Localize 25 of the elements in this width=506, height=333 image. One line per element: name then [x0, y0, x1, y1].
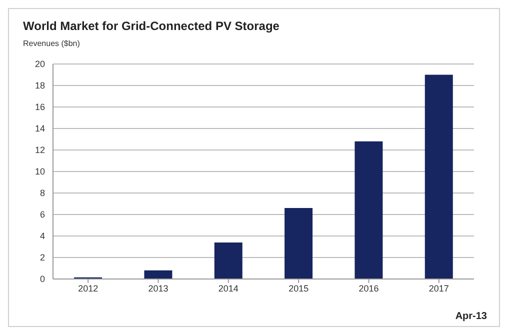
bar	[144, 270, 172, 279]
y-tick-label: 20	[34, 59, 45, 70]
y-tick-label: 14	[34, 124, 45, 134]
y-tick-label: 2	[40, 252, 45, 263]
x-tick-label: 2014	[218, 283, 238, 294]
y-tick-label: 16	[34, 102, 45, 112]
x-tick-label: 2016	[358, 283, 379, 294]
y-tick-label: 18	[34, 80, 45, 91]
bar	[424, 74, 453, 279]
bar	[354, 141, 383, 279]
x-tick-label: 2013	[148, 283, 168, 294]
bar	[284, 208, 313, 279]
y-tick-label: 8	[40, 188, 45, 198]
x-tick-label: 2012	[78, 283, 98, 294]
bar	[214, 242, 242, 279]
y-tick-label: 0	[40, 274, 45, 284]
y-tick-label: 4	[40, 231, 45, 242]
y-tick-label: 10	[34, 166, 45, 177]
text: Apr-13	[455, 311, 487, 322]
chart-title: World Market for Grid-Connected PV Storage	[23, 19, 280, 33]
x-tick-label: 2017	[428, 283, 449, 294]
y-tick-label: 12	[34, 145, 45, 156]
x-tick-label: 2015	[288, 283, 309, 294]
y-tick-label: 6	[40, 210, 45, 220]
y-axis-title: Revenues ($bn)	[23, 39, 80, 48]
